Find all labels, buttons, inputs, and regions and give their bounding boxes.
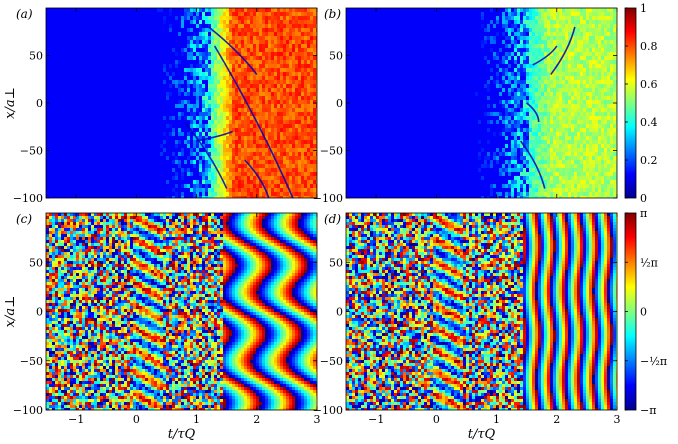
y-tick-label: 0 [36,306,43,319]
y-tick-label: −50 [320,355,343,368]
x-tick-label: 1 [493,413,500,426]
y-tick-label: −50 [20,145,43,158]
colorbar-tick-label: 0.8 [640,40,658,53]
panel-a: −100 −50 0 50 (a) x/a⊥ [3,7,318,205]
y-tick-label: −50 [320,145,343,158]
y-tick-label: 0 [336,97,343,110]
colorbar-tick-label: −½π [640,355,667,368]
panel-label: (a) [16,7,33,21]
colorbar-tick-label: 0.6 [640,78,658,91]
heatmap [46,213,317,410]
colorbar-tick-label: 0 [640,306,647,319]
x-tick-label: 0 [433,413,440,426]
y-tick-label: −100 [313,404,343,417]
x-axis-label: t/τQ [468,427,496,442]
x-tick-label: 2 [553,413,560,426]
x-tick-label: −1 [68,413,84,426]
x-tick-label: 3 [314,413,321,426]
y-tick-label: −100 [13,192,43,205]
y-tick-label: 0 [36,97,43,110]
colorbar-tick-label: −π [640,404,656,417]
panel-label: (b) [324,7,341,21]
y-axis-label: x/a⊥ [3,87,18,119]
colorbar: π ½π 0 −½π −π [624,207,667,417]
colorbar-gradient [624,7,637,199]
colorbar-tick-label: ½π [640,256,658,269]
colorbar-tick-label: 0.4 [640,116,658,129]
panel-c: −1 0 1 2 3 −100 −50 0 50 (c) x/a⊥ t/τQ [3,212,321,442]
heatmap [46,8,317,198]
x-tick-label: 0 [133,413,140,426]
x-tick-label: 1 [193,413,200,426]
heatmap [346,213,617,410]
y-tick-label: −100 [13,404,43,417]
x-tick-label: 2 [253,413,260,426]
colorbar-tick-label: 0 [640,192,647,205]
x-tick-label: −1 [368,413,384,426]
y-tick-label: 0 [336,306,343,319]
y-axis-label: x/a⊥ [3,296,18,328]
heatmap [346,8,617,198]
y-tick-label: 50 [29,256,43,269]
colorbar-tick-label: π [640,207,647,220]
x-tick-label: 3 [614,413,621,426]
panel-b: −100 −50 0 50 (b) 0 0.2 0.4 0.6 0.8 1 [313,2,658,205]
x-axis-label: t/τQ [168,427,196,442]
y-tick-label: 50 [29,50,43,63]
y-tick-label: 50 [329,256,343,269]
colorbar: 0 0.2 0.4 0.6 0.8 1 [624,2,658,205]
y-tick-label: 50 [329,50,343,63]
y-tick-label: −100 [313,192,343,205]
colorbar-tick-label: 0.2 [640,154,658,167]
panel-label: (d) [324,212,341,226]
panel-label: (c) [16,212,32,226]
y-tick-label: −50 [20,355,43,368]
colorbar-tick-label: 1 [640,2,647,15]
